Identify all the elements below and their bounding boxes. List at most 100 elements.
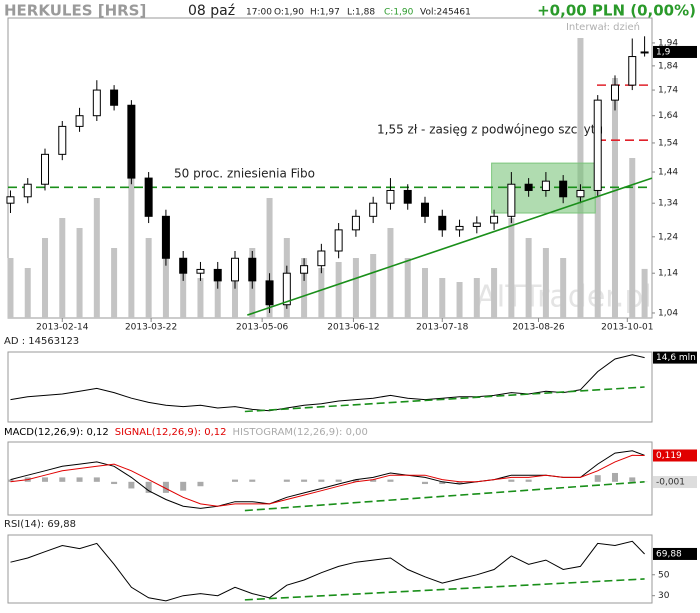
y-tick-label: 1,64: [658, 111, 678, 121]
candle-body: [472, 222, 481, 227]
candle-body: [369, 202, 378, 217]
histogram-bar: [180, 481, 187, 491]
y-tick-label: 1,14: [658, 269, 678, 279]
volume-bar: [93, 198, 100, 318]
volume-bar: [560, 258, 567, 318]
volume-bar: [128, 178, 135, 318]
macd-panel: [7, 441, 653, 516]
candle-body: [317, 250, 326, 267]
volume-bar: [318, 268, 325, 318]
legend-entry: SIGNAL(12,26,9): 0,12: [115, 427, 227, 438]
volume-bar: [180, 268, 187, 318]
x-tick-label: 2013-07-18: [416, 323, 469, 333]
volume-bar: [352, 258, 359, 318]
volume-bar: [42, 238, 49, 318]
candle-body: [640, 51, 649, 54]
candle-body: [351, 215, 360, 231]
histogram-bar: [387, 479, 394, 482]
panel-title: AD : 14563123: [4, 336, 79, 347]
trend-line: [244, 578, 645, 601]
y-tick-label: 1,84: [658, 61, 678, 71]
x-tick-label: 2013-03-22: [125, 323, 177, 333]
volume-bar: [145, 238, 152, 318]
volume-bar: [197, 278, 204, 318]
ticker: HERKULES [HRS]: [4, 2, 146, 20]
histogram-bar: [508, 479, 515, 482]
annotation: 1,55 zł - zasięg z podwójnego szczytu: [377, 123, 603, 137]
candle-body: [576, 189, 585, 198]
quote-item: Vol:245461: [420, 8, 471, 18]
y-tick-label: 50: [658, 570, 670, 580]
volume-bar: [456, 282, 463, 318]
volume-bar: [404, 258, 411, 318]
candle-body: [593, 99, 602, 191]
candle-body: [127, 104, 136, 179]
legend-entry: MACD(12,26,9): 0,12: [4, 427, 109, 438]
panel-title: RSI(14): 69,88: [4, 519, 76, 530]
candle-body: [110, 89, 119, 106]
volume-bar: [24, 268, 31, 318]
candle-body: [507, 183, 516, 217]
last-value-box: [653, 476, 697, 489]
volume-bar: [214, 274, 221, 318]
histogram-bar: [352, 479, 359, 482]
histogram-bar: [232, 479, 239, 482]
histogram-bar: [76, 477, 83, 482]
y-tick-label: 1,44: [658, 168, 678, 178]
last-value-box: [653, 45, 697, 58]
volume-bar: [542, 248, 549, 318]
x-tick-label: 2013-06-12: [327, 323, 379, 333]
volume-bar: [641, 268, 648, 318]
y-tick-label: 1,94: [658, 38, 678, 48]
histogram-bar: [93, 477, 100, 482]
histogram-bar: [318, 479, 325, 482]
candle-body: [420, 202, 429, 217]
volume-bar: [421, 268, 428, 318]
x-tick-label: 2013-02-14: [36, 323, 89, 333]
trend-line: [244, 481, 645, 512]
volume-bar: [439, 278, 446, 318]
rsi-panel: [7, 534, 653, 604]
price-panel: [7, 17, 653, 319]
candle-body: [282, 272, 291, 306]
histogram-bar: [301, 479, 308, 482]
histogram-bar: [335, 479, 342, 482]
interval: Interwał: dzień: [566, 21, 640, 33]
last-value-label: 0,119: [656, 451, 682, 461]
trend-line: [244, 386, 645, 413]
candle-body: [75, 115, 84, 127]
candle-body: [144, 177, 153, 217]
candle-body: [41, 153, 50, 185]
volume-bar: [611, 78, 618, 318]
candle-body: [248, 257, 257, 282]
volume-bar: [594, 138, 601, 318]
volume-bar: [59, 218, 66, 318]
histogram-bar: [629, 477, 636, 482]
histogram-bar: [145, 481, 152, 493]
candle-body: [6, 196, 15, 204]
histogram-bar: [456, 481, 463, 485]
volume-bar: [76, 228, 83, 318]
histogram-bar: [7, 479, 14, 482]
histogram-bar: [594, 475, 601, 482]
line-series: [10, 454, 645, 507]
candle-body: [455, 225, 464, 231]
histogram-bar: [59, 477, 66, 482]
candle-body: [265, 280, 274, 306]
candle-body: [196, 268, 205, 274]
y-tick-label: 1,54: [658, 138, 678, 148]
volume-bar: [335, 262, 342, 318]
volume-bar: [508, 218, 515, 318]
candle-body: [300, 265, 309, 274]
volume-bar: [111, 248, 118, 318]
histogram-bar: [525, 479, 532, 482]
last-value-box: [653, 547, 697, 560]
last-value-box: [653, 351, 697, 364]
y-tick-label: 30: [658, 591, 670, 601]
volume-bar: [491, 268, 498, 318]
x-tick-label: 2013-10-01: [601, 323, 653, 333]
histogram-bar: [283, 479, 290, 482]
quote-item: C:1,90: [384, 8, 414, 18]
volume-bar: [162, 258, 169, 318]
